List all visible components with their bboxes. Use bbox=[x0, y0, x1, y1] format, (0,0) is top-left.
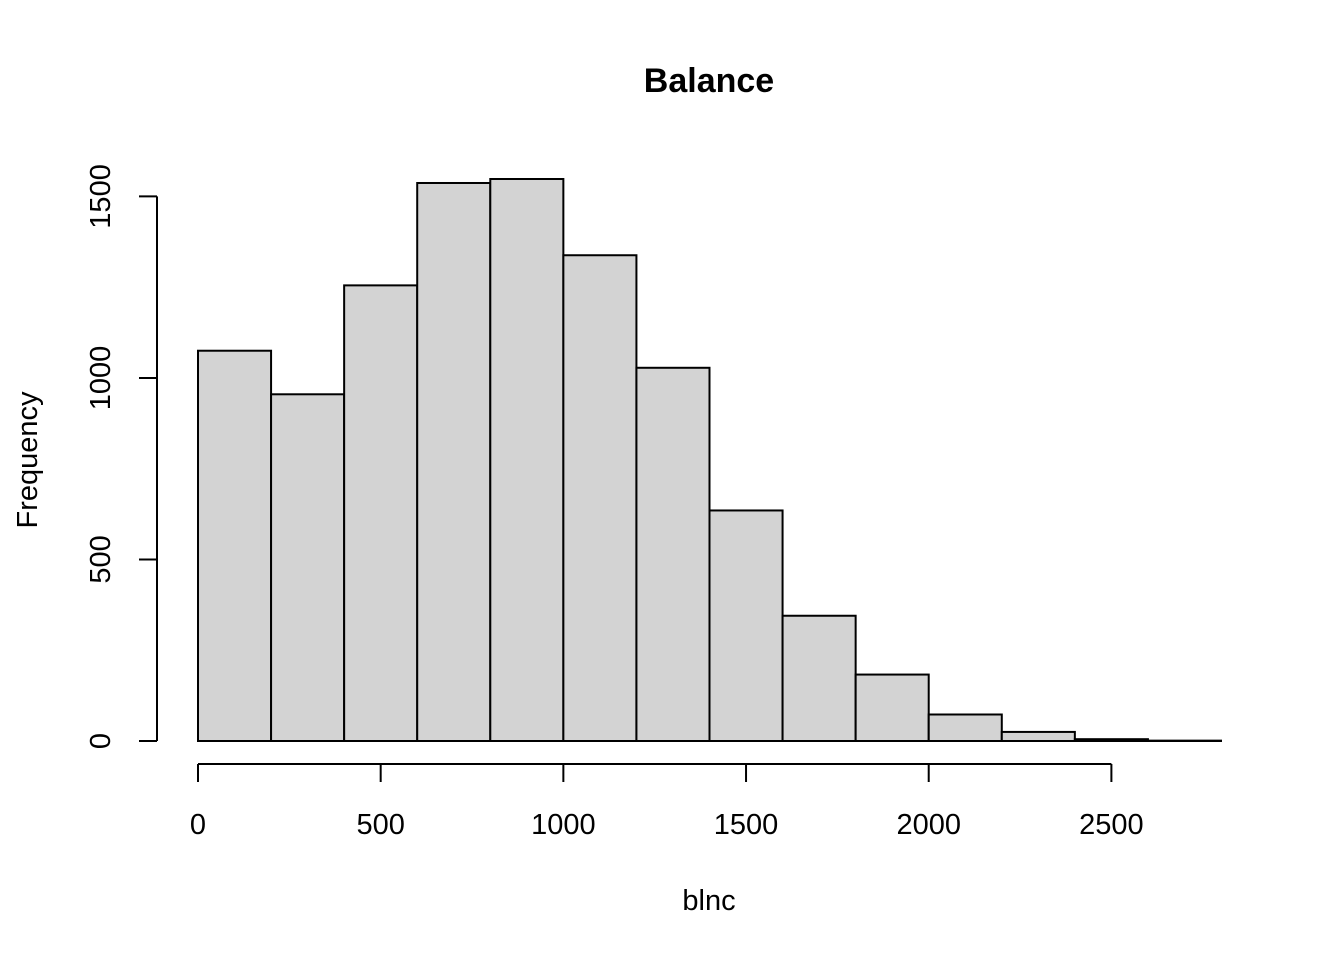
histogram-bar bbox=[854, 673, 930, 742]
y-tick-label: 500 bbox=[85, 535, 117, 583]
x-axis-label: blnc bbox=[682, 885, 735, 917]
x-axis: 0 500 1000 1500 2000 2500 bbox=[190, 763, 1144, 841]
histogram-bar bbox=[416, 181, 492, 743]
bars-group bbox=[197, 178, 1223, 743]
x-tick-label: 0 bbox=[190, 809, 206, 841]
histogram-bar bbox=[562, 254, 638, 743]
y-axis-label: Frequency bbox=[12, 391, 44, 529]
histogram-bar bbox=[270, 393, 346, 742]
y-axis: 0 500 1000 1500 bbox=[85, 164, 158, 749]
histogram-bar bbox=[343, 284, 419, 742]
chart-title: Balance bbox=[644, 62, 774, 100]
histogram-bar bbox=[927, 713, 1003, 743]
histogram-bar bbox=[708, 509, 784, 743]
y-tick-label: 1000 bbox=[85, 346, 117, 411]
x-tick-label: 2500 bbox=[1079, 809, 1144, 841]
x-tick-label: 2000 bbox=[896, 809, 961, 841]
y-tick-label: 0 bbox=[85, 733, 117, 749]
histogram-bar bbox=[1000, 730, 1076, 742]
x-tick-label: 500 bbox=[356, 809, 404, 841]
x-tick-label: 1500 bbox=[714, 809, 779, 841]
histogram-bar bbox=[781, 614, 857, 742]
x-tick-label: 1000 bbox=[531, 809, 596, 841]
histogram-bar bbox=[197, 349, 273, 742]
y-tick-label: 1500 bbox=[85, 164, 117, 229]
histogram-bar bbox=[635, 366, 711, 742]
histogram-bar bbox=[489, 178, 565, 742]
